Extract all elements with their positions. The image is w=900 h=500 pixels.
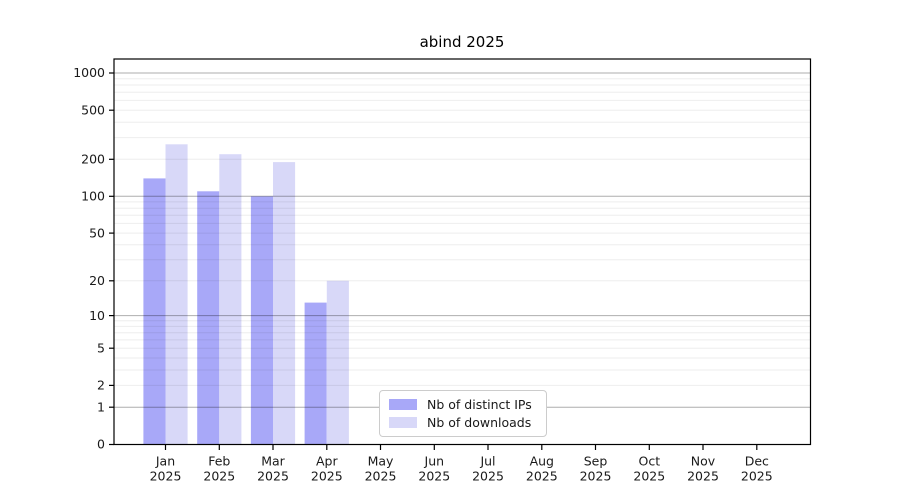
legend-label-downloads: Nb of downloads — [427, 415, 532, 430]
x-tick-label-year: 2025 — [257, 469, 289, 484]
plot-border — [113, 58, 812, 446]
x-tick-label-month: Mar — [261, 454, 285, 469]
x-tick-label-year: 2025 — [472, 469, 504, 484]
x-tick-label-month: Aug — [530, 454, 554, 469]
x-tick-label-month: Dec — [745, 454, 769, 469]
bar-distinct-ips-feb — [197, 191, 220, 445]
y-tick-label: 10 — [89, 308, 105, 323]
x-tick-label-month: Apr — [316, 454, 338, 469]
x-tick-label-year: 2025 — [687, 469, 719, 484]
x-tick-label-year: 2025 — [203, 469, 235, 484]
y-tick-label: 1000 — [73, 65, 105, 80]
y-tick-label: 100 — [81, 189, 105, 204]
legend-item-downloads: Nb of downloads — [389, 415, 537, 430]
legend: Nb of distinct IPs Nb of downloads — [379, 390, 547, 437]
y-tick-label: 1 — [97, 399, 105, 414]
legend-swatch-downloads — [389, 417, 417, 428]
bar-distinct-ips-mar — [250, 196, 273, 445]
y-tick-label: 5 — [97, 340, 105, 355]
x-tick-label-year: 2025 — [741, 469, 773, 484]
x-tick-label-year: 2025 — [365, 469, 397, 484]
bar-distinct-ips-apr — [304, 302, 327, 445]
y-tick-label: 500 — [81, 102, 105, 117]
y-tick-label: 200 — [81, 152, 105, 167]
x-tick-label-month: May — [368, 454, 394, 469]
bar-downloads-jan — [165, 144, 188, 445]
x-tick-label-month: Jun — [424, 454, 445, 469]
y-tick-label: 0 — [97, 437, 105, 452]
x-tick-label-month: Jul — [479, 454, 495, 469]
y-tick-label: 2 — [97, 378, 105, 393]
x-tick-label-year: 2025 — [150, 469, 182, 484]
y-tick-label: 20 — [89, 273, 105, 288]
x-tick-label-year: 2025 — [580, 469, 612, 484]
x-tick-label-year: 2025 — [526, 469, 558, 484]
x-tick-label-month: Sep — [584, 454, 608, 469]
x-tick-label-year: 2025 — [311, 469, 343, 484]
x-tick-label-month: Nov — [691, 454, 716, 469]
legend-label-distinct-ips: Nb of distinct IPs — [427, 397, 532, 412]
bar-downloads-feb — [219, 154, 242, 445]
bar-downloads-apr — [326, 280, 349, 445]
x-tick-label-month: Oct — [638, 454, 660, 469]
x-tick-label-year: 2025 — [418, 469, 450, 484]
x-tick-label-year: 2025 — [633, 469, 665, 484]
legend-item-distinct-ips: Nb of distinct IPs — [389, 397, 537, 412]
x-tick-label-month: Jan — [155, 454, 175, 469]
legend-swatch-distinct-ips — [389, 399, 417, 410]
bar-downloads-mar — [273, 162, 296, 445]
x-tick-label-month: Feb — [208, 454, 230, 469]
y-tick-label: 50 — [89, 225, 105, 240]
bar-distinct-ips-jan — [143, 178, 166, 445]
chart-title: abind 2025 — [419, 33, 505, 51]
